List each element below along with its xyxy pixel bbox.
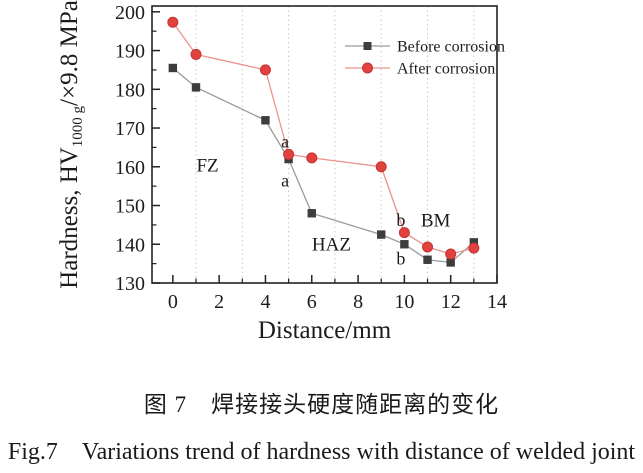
series-before-marker [307, 209, 316, 218]
y-tick-label: 150 [115, 196, 145, 218]
series-after-marker [468, 242, 480, 254]
x-tick-label: 14 [487, 291, 507, 313]
series-after-marker [422, 241, 434, 253]
series-before-marker [168, 63, 178, 73]
x-tick-label: 4 [260, 291, 270, 313]
x-tick-label: 0 [168, 291, 178, 313]
legend-label: Before corrosion [397, 39, 505, 56]
series-before-marker [400, 240, 409, 249]
series-after-marker [306, 152, 318, 164]
series-after-line [172, 21, 475, 255]
plot-frame [151, 5, 498, 284]
series-before-marker [469, 238, 479, 247]
annotation-b: b [396, 248, 405, 268]
y-tick-label: 190 [115, 41, 145, 63]
series-before-marker [377, 230, 386, 239]
x-tick-label: 6 [307, 291, 317, 313]
y-tick-label: 130 [115, 273, 145, 295]
series-after-marker [283, 148, 295, 160]
series-after-marker [167, 16, 179, 28]
annotation-b: b [396, 210, 405, 230]
series-after-marker [375, 161, 387, 173]
annotation-fz: FZ [196, 156, 218, 177]
series-before-line [172, 67, 475, 264]
x-tick-label: 12 [441, 291, 461, 313]
legend-label: After corrosion [397, 61, 495, 78]
series-before-marker [423, 255, 432, 264]
figure-caption-zh: 图 7 焊接接头硬度随距离的变化 [143, 392, 500, 417]
hardness-distance-chart: 0 2 4 6 8 10 12 14 130 140 150 160 170 180 190 200 FZ HAZ… [56, 0, 507, 344]
series-after-marker [398, 227, 410, 239]
series-after-marker [445, 248, 457, 260]
y-tick-label: 170 [115, 118, 145, 140]
series-after-marker [259, 64, 271, 76]
y-tick-label: 140 [115, 234, 145, 256]
x-axis-title: Distance/mm [258, 317, 392, 344]
x-tick-label: 8 [353, 291, 363, 313]
series-before-marker [261, 116, 270, 125]
legend-marker [363, 42, 372, 50]
x-tick-label: 2 [214, 291, 224, 313]
legend-marker [362, 62, 373, 74]
series-after-marker [190, 48, 202, 60]
annotation-bm: BM [421, 210, 451, 231]
figure-caption-en: Fig.7 Variations trend of hardness with … [7, 439, 636, 465]
x-tick-label: 10 [394, 291, 414, 313]
annotation-haz: HAZ [312, 234, 351, 255]
annotation-a: a [281, 132, 289, 152]
series-before-marker [191, 83, 201, 92]
y-tick-label: 180 [115, 79, 145, 101]
annotation-a: a [281, 170, 289, 190]
y-axis-title: Hardness, HV1000 g/×9.8 MPa [56, 0, 86, 289]
y-tick-label: 200 [115, 2, 145, 24]
series-before-marker [446, 258, 455, 267]
y-tick-label: 160 [115, 157, 145, 179]
